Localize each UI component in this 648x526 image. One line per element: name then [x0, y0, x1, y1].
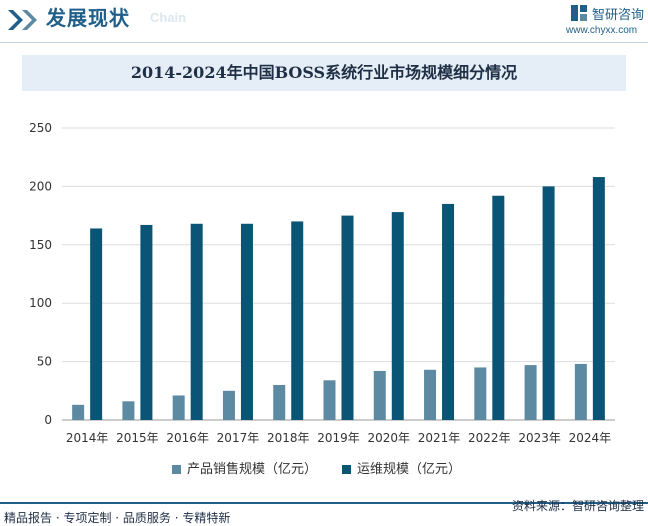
source-note: 资料来源：智研咨询整理: [511, 499, 644, 513]
legend-item-ops: 运维规模（亿元）: [342, 458, 461, 477]
bar-product: [524, 365, 537, 420]
x-tick-label: 2022年: [468, 431, 511, 445]
y-tick-label: 50: [37, 355, 52, 369]
chart-title-band: 2014-2024年中国BOSS系统行业市场规模细分情况: [22, 55, 626, 91]
y-tick-label: 0: [44, 413, 52, 427]
header-divider: [0, 42, 648, 43]
x-tick-label: 2019年: [317, 431, 360, 445]
x-tick-label: 2015年: [116, 431, 159, 445]
bar-ops: [90, 228, 103, 420]
bar-product: [424, 369, 437, 420]
bar-product: [172, 395, 185, 420]
y-tick-label: 150: [29, 238, 52, 252]
x-tick-label: 2014年: [66, 431, 109, 445]
bar-ops: [391, 212, 404, 420]
x-tick-label: 2016年: [166, 431, 209, 445]
legend-label-ops: 运维规模（亿元）: [357, 462, 462, 477]
bar-product: [574, 363, 587, 420]
x-tick-label: 2017年: [217, 431, 260, 445]
bar-ops: [442, 203, 455, 420]
legend: 产品销售规模（亿元） 运维规模（亿元）: [0, 458, 648, 478]
brand-url: www.chyxx.com: [566, 25, 638, 36]
legend-item-product: 产品销售规模（亿元）: [172, 458, 317, 477]
bar-ops: [240, 223, 253, 420]
legend-swatch-product: [172, 465, 181, 474]
y-tick-label: 200: [29, 179, 52, 193]
footer-tagline: 精品报告 · 专项定制 · 品质服务 · 专精特新: [4, 511, 231, 525]
bar-ops: [341, 215, 354, 420]
legend-swatch-ops: [342, 465, 351, 474]
bar-ops: [542, 186, 555, 420]
bar-product: [474, 367, 487, 420]
x-tick-label: 2020年: [367, 431, 410, 445]
chart-title: 2014-2024年中国BOSS系统行业市场规模细分情况: [130, 63, 518, 82]
legend-label-product: 产品销售规模（亿元）: [187, 462, 318, 477]
x-tick-label: 2018年: [267, 431, 310, 445]
bar-ops: [592, 177, 605, 420]
bar-chart: 0 50 100 150 200 250 2014年 2015年 2016年 2017年 2018年…: [29, 121, 615, 445]
bar-ops: [190, 223, 203, 420]
x-tick-label: 2023年: [518, 431, 561, 445]
bar-product: [122, 401, 135, 420]
brand-logo-icon: [571, 5, 587, 21]
x-tick-label: 2021年: [418, 431, 461, 445]
bar-ops: [291, 221, 304, 420]
header: 发展现状 Chain 智研咨询 www.chyxx.com: [0, 0, 648, 43]
bar-ops: [492, 195, 505, 420]
bar-product: [323, 380, 336, 420]
footer-divider: [0, 502, 648, 504]
bar-product: [222, 390, 235, 420]
y-tick-label: 250: [29, 121, 52, 135]
bar-product: [373, 370, 386, 420]
bar-ops: [140, 224, 153, 420]
bar-product: [72, 404, 85, 420]
chevrons-icon: [8, 10, 37, 30]
section-title: 发展现状: [46, 6, 130, 30]
section-subtitle: Chain: [150, 10, 187, 25]
brand-name: 智研咨询: [592, 8, 645, 23]
bar-product: [273, 384, 286, 420]
y-tick-label: 100: [29, 296, 52, 310]
x-tick-label: 2024年: [569, 431, 612, 445]
